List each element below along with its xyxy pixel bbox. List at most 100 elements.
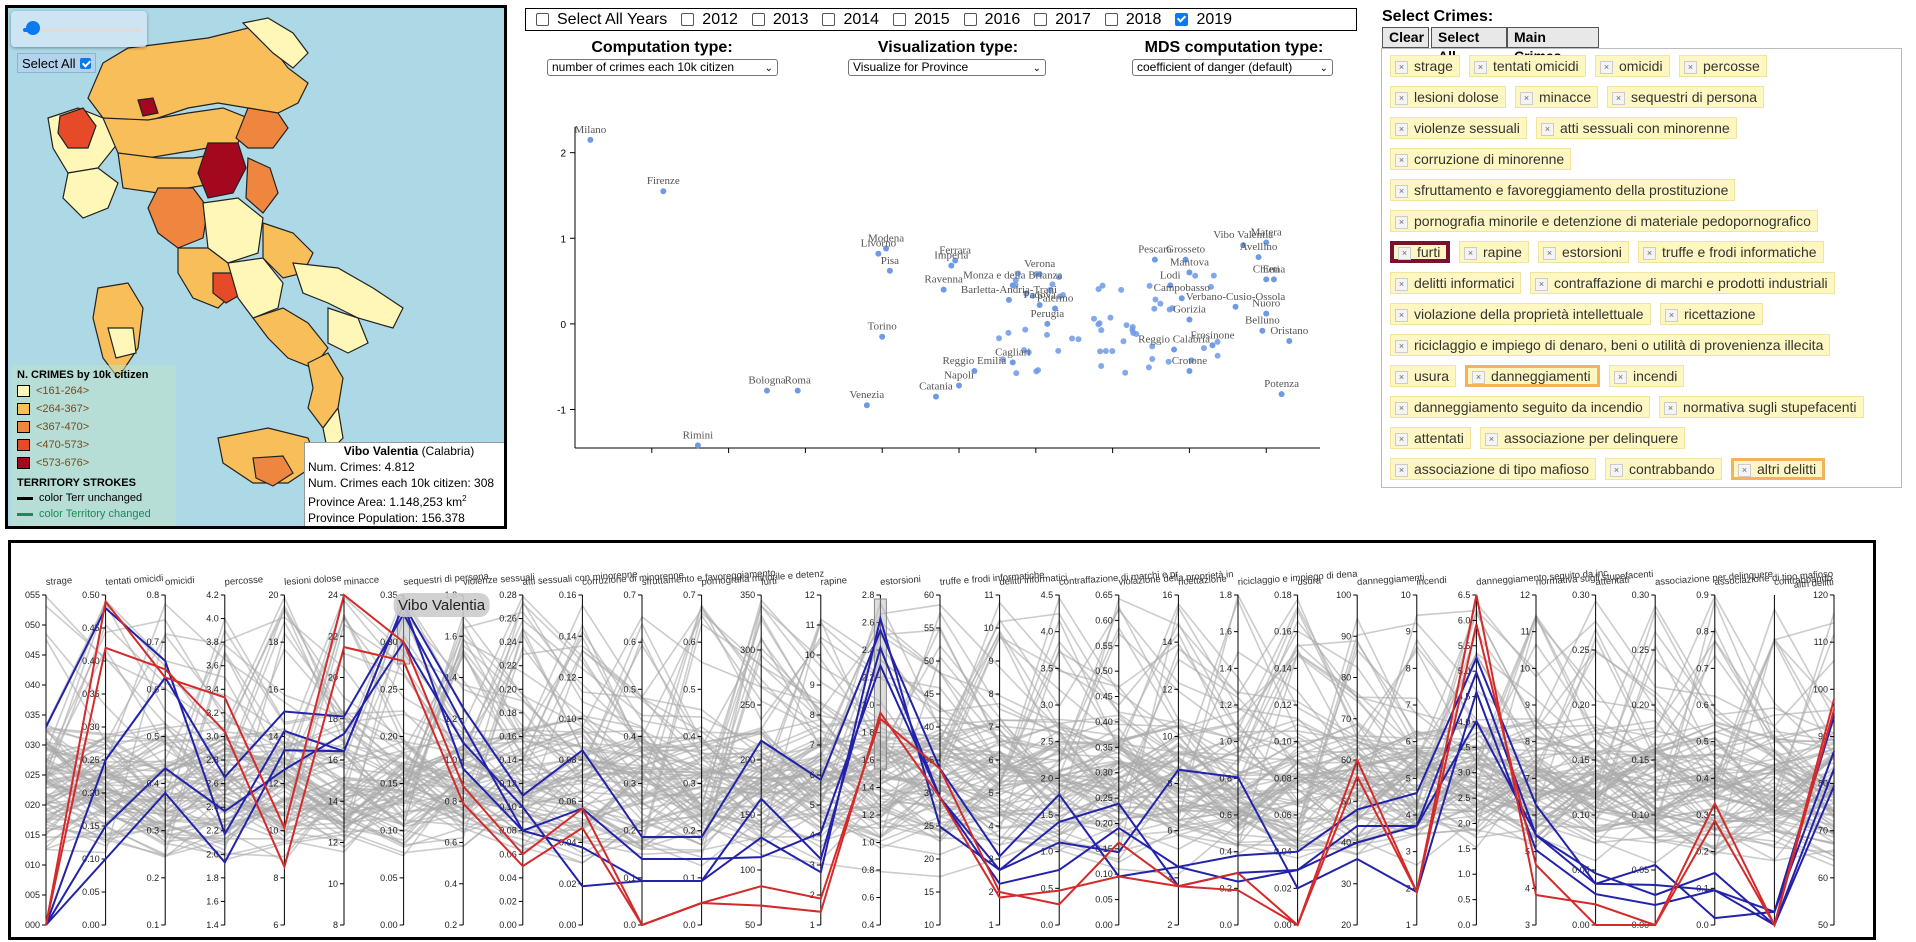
scatter-point[interactable] xyxy=(1263,310,1270,317)
remove-chip-icon[interactable]: × xyxy=(1543,246,1556,260)
scatter-point[interactable] xyxy=(1149,343,1156,350)
year-option-2013[interactable]: 2013 xyxy=(751,11,808,29)
scatter-point[interactable] xyxy=(1005,296,1012,303)
remove-chip-icon[interactable]: × xyxy=(1684,60,1697,74)
crime-chip[interactable]: × sequestri di persona xyxy=(1607,86,1765,108)
scatter-point[interactable] xyxy=(886,267,893,274)
scatter-point[interactable] xyxy=(1097,348,1104,355)
crime-chip[interactable]: × sfruttamento e favoreggiamento della pr… xyxy=(1390,179,1736,201)
italy-choropleth-map[interactable] xyxy=(8,8,504,526)
province-shape[interactable] xyxy=(137,97,159,117)
year-option-2014[interactable]: 2014 xyxy=(822,11,879,29)
province-shape[interactable] xyxy=(241,17,309,69)
province-shape[interactable] xyxy=(107,327,137,359)
scatter-point[interactable] xyxy=(879,333,886,340)
scatter-point[interactable] xyxy=(1025,349,1032,356)
province-shape[interactable] xyxy=(147,187,209,249)
scatter-point[interactable] xyxy=(1036,271,1043,278)
crime-chip[interactable]: × incendi xyxy=(1609,365,1685,387)
scatter-point[interactable] xyxy=(1068,335,1075,342)
remove-chip-icon[interactable]: × xyxy=(1395,91,1408,105)
remove-chip-icon[interactable]: × xyxy=(1612,91,1625,105)
scatter-point[interactable] xyxy=(956,382,963,389)
scatter-point[interactable] xyxy=(863,402,870,409)
scatter-point[interactable] xyxy=(1109,348,1116,355)
scatter-point[interactable] xyxy=(1049,281,1056,288)
crime-chip[interactable]: × omicidi xyxy=(1595,55,1670,77)
scatter-point[interactable] xyxy=(1157,300,1164,307)
pc-axis-title[interactable]: tentati omicidi xyxy=(105,573,164,588)
scatter-point[interactable] xyxy=(1171,346,1178,353)
crime-chip[interactable]: × lesioni dolose xyxy=(1390,86,1506,108)
scatter-point[interactable] xyxy=(1047,286,1054,293)
pc-axis-title[interactable]: furti xyxy=(761,576,778,588)
scatter-point[interactable] xyxy=(1129,324,1136,331)
highlight-lines[interactable] xyxy=(45,593,1835,928)
province-shape[interactable] xyxy=(197,142,247,199)
scatter-point[interactable] xyxy=(1056,293,1063,300)
pc-axis-title[interactable]: omicidi xyxy=(165,575,195,588)
scatter-point[interactable] xyxy=(1091,315,1098,322)
crime-chip[interactable]: × truffe e frodi informatiche xyxy=(1638,241,1824,263)
scatter-point[interactable] xyxy=(1166,306,1173,313)
scatter-point[interactable] xyxy=(1186,269,1193,276)
scatter-point[interactable] xyxy=(1009,359,1016,366)
scatter-point[interactable] xyxy=(1200,345,1207,352)
scatter-point[interactable] xyxy=(1075,336,1082,343)
scatter-point[interactable] xyxy=(1098,327,1105,334)
crime-chip[interactable]: × associazione di tipo mafioso xyxy=(1390,458,1597,480)
scatter-point[interactable] xyxy=(1146,282,1153,289)
scatter-point[interactable] xyxy=(1259,327,1266,334)
scatter-point[interactable] xyxy=(932,393,939,400)
crime-chip[interactable]: × corruzione di minorenne xyxy=(1390,148,1572,170)
remove-chip-icon[interactable]: × xyxy=(1464,246,1477,260)
remove-chip-icon[interactable]: × xyxy=(1643,246,1656,260)
scatter-point[interactable] xyxy=(1178,295,1185,302)
crime-chip[interactable]: × attentati xyxy=(1390,427,1471,449)
scatter-point[interactable] xyxy=(1151,256,1158,263)
crime-chip[interactable]: × ricettazione xyxy=(1660,303,1763,325)
province-shape[interactable] xyxy=(235,107,289,149)
scatter-point[interactable] xyxy=(940,286,947,293)
remove-chip-icon[interactable]: × xyxy=(1398,246,1411,260)
pc-axis-title[interactable]: rapine xyxy=(820,575,847,588)
crime-chip[interactable]: × associazione per delinquere xyxy=(1480,427,1686,449)
remove-chip-icon[interactable]: × xyxy=(1395,122,1408,136)
scatter-point[interactable] xyxy=(1165,358,1172,365)
scatter-point[interactable] xyxy=(1023,290,1030,297)
pc-axis-title[interactable]: ricettazione xyxy=(1178,574,1227,588)
scatter-point[interactable] xyxy=(1270,276,1277,283)
scatter-point[interactable] xyxy=(1214,338,1221,345)
remove-chip-icon[interactable]: × xyxy=(1395,277,1408,291)
crime-chip[interactable]: × danneggiamenti xyxy=(1465,365,1600,387)
year-checkbox[interactable] xyxy=(1034,13,1048,26)
pc-axis-title[interactable]: danneggiamenti xyxy=(1357,572,1425,588)
scatter-point[interactable] xyxy=(660,188,667,195)
crime-chip[interactable]: × danneggiamento seguito da incendio xyxy=(1390,396,1650,418)
map-select-all-checkbox[interactable] xyxy=(80,57,92,69)
axis-brush[interactable] xyxy=(873,598,887,770)
crime-chip[interactable]: × contrabbando xyxy=(1605,458,1722,480)
pc-axis-title[interactable]: usura xyxy=(1297,575,1322,588)
crime-chip[interactable]: × altri delitti xyxy=(1731,458,1826,480)
scatter-point[interactable] xyxy=(1052,305,1059,312)
scatter-point[interactable] xyxy=(1278,391,1285,398)
highlight-line-red[interactable] xyxy=(45,623,1835,928)
scatter-point[interactable] xyxy=(1167,282,1174,289)
scatter-point[interactable] xyxy=(1263,239,1270,246)
year-checkbox[interactable] xyxy=(822,13,836,26)
scatter-point[interactable] xyxy=(971,367,978,374)
crime-chip[interactable]: × minacce xyxy=(1515,86,1599,108)
scatter-point[interactable] xyxy=(1009,282,1016,289)
crime-chip[interactable]: × estorsioni xyxy=(1538,241,1629,263)
year-option-2018[interactable]: 2018 xyxy=(1104,11,1161,29)
scatter-point[interactable] xyxy=(1145,364,1152,371)
pc-axis-title[interactable]: incendi xyxy=(1416,575,1447,588)
crime-chip[interactable]: × atti sessuali con minorenne xyxy=(1536,117,1737,139)
scatter-point[interactable] xyxy=(1005,329,1012,336)
scatter-point[interactable] xyxy=(1182,256,1189,263)
mds-type-select[interactable]: coefficient of danger (default) ⌄ xyxy=(1132,59,1333,76)
pc-axis-title[interactable]: percosse xyxy=(224,574,263,588)
scatter-point[interactable] xyxy=(996,335,1003,342)
